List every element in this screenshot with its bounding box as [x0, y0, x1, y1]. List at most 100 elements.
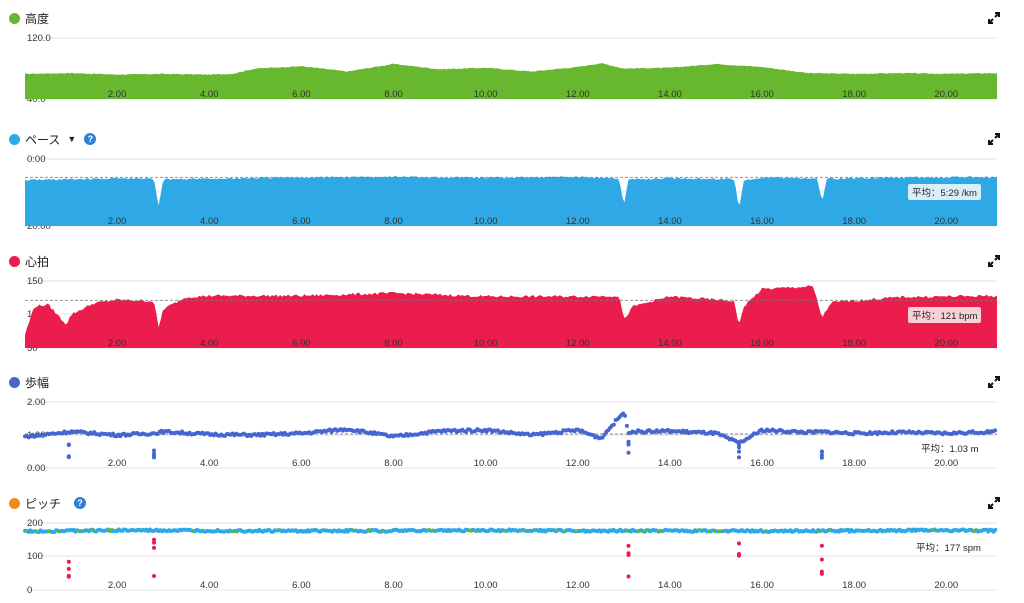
cadence-title: ピッチ — [25, 496, 62, 511]
x-tick-label: 8.00 — [384, 338, 403, 349]
y-tick-label: 0 — [27, 585, 32, 596]
stride-point — [819, 449, 824, 454]
stride-point — [66, 454, 71, 459]
cadence-point — [737, 541, 741, 546]
expand-icon[interactable] — [988, 12, 1000, 24]
x-tick-label: 4.00 — [200, 580, 219, 591]
x-tick-label: 4.00 — [200, 89, 219, 100]
x-tick-label: 20.00 — [934, 216, 958, 227]
x-tick-label: 4.00 — [200, 458, 219, 469]
x-tick-label: 2.00 — [108, 338, 127, 349]
x-tick-label: 10.00 — [474, 580, 498, 591]
x-tick-label: 6.00 — [292, 458, 311, 469]
x-tick-label: 14.00 — [658, 458, 682, 469]
y-tick-label: 100 — [27, 551, 43, 562]
x-tick-label: 2.00 — [108, 580, 127, 591]
x-tick-label: 16.00 — [750, 338, 774, 349]
expand-icon[interactable] — [988, 255, 1000, 267]
stride-panel: 歩幅 2.001.000.002.004.006.008.0010.0012.0… — [0, 373, 1024, 478]
x-tick-label: 8.00 — [384, 580, 403, 591]
y-tick-label: 0:00 — [27, 154, 46, 165]
stride-point — [993, 428, 998, 433]
elevation-legend-dot — [9, 12, 20, 24]
y-tick-label: 40.0 — [27, 94, 46, 105]
heart-rate-legend-dot — [9, 255, 20, 267]
stride-point — [623, 413, 627, 418]
stride-point — [819, 455, 824, 460]
stride-point — [152, 448, 156, 453]
y-tick-label: 20:00 — [27, 221, 51, 232]
stride-average-label: 平均：1.03 m — [921, 444, 979, 455]
help-icon[interactable]: ? — [74, 497, 87, 509]
stride-point — [737, 442, 741, 447]
x-tick-label: 8.00 — [384, 216, 403, 227]
x-tick-label: 12.00 — [566, 580, 590, 591]
x-tick-label: 14.00 — [658, 89, 682, 100]
help-icon[interactable]: ? — [84, 133, 97, 145]
y-tick-label: 0.00 — [27, 463, 46, 474]
pace-panel: ペース ▼ ? 0:0010:0020:002.004.006.008.0010… — [0, 130, 1024, 232]
stride-point — [737, 449, 741, 454]
cadence-point — [626, 543, 631, 548]
cadence-header: ピッチ ? — [9, 494, 87, 512]
stride-point — [624, 423, 629, 428]
pace-title: ペース — [25, 132, 61, 147]
expand-icon[interactable] — [988, 376, 1000, 388]
dropdown-caret-icon[interactable]: ▼ — [67, 134, 77, 144]
y-tick-label: 2.00 — [27, 397, 46, 408]
cadence-point — [152, 537, 156, 542]
x-tick-label: 10.00 — [474, 216, 498, 227]
heart-rate-chart: 150100502.004.006.008.0010.0012.0014.001… — [25, 276, 997, 354]
x-tick-label: 4.00 — [200, 216, 219, 227]
x-tick-label: 14.00 — [658, 580, 682, 591]
cadence-point — [66, 559, 71, 564]
elevation-panel: 高度 120.0 40.0 2.00 4.00 6.00 8.00 10.00 12.00 14… — [0, 9, 1024, 105]
elevation-title: 高度 — [25, 11, 50, 26]
x-tick-label: 20.00 — [934, 338, 958, 349]
heart-rate-title: 心拍 — [25, 254, 50, 269]
x-tick-label: 12.00 — [566, 338, 590, 349]
expand-icon[interactable] — [988, 133, 1000, 145]
x-tick-label: 20.00 — [934, 580, 958, 591]
x-tick-label: 6.00 — [292, 580, 311, 591]
x-tick-label: 18.00 — [842, 89, 866, 100]
x-tick-label: 6.00 — [292, 89, 311, 100]
cadence-point — [152, 540, 156, 545]
stride-point — [626, 450, 631, 455]
x-tick-label: 18.00 — [842, 580, 866, 591]
x-tick-label: 2.00 — [108, 216, 127, 227]
elevation-area — [25, 63, 997, 99]
stride-header: 歩幅 — [9, 373, 49, 391]
x-tick-label: 10.00 — [474, 338, 498, 349]
pace-header: ペース ▼ ? — [9, 130, 97, 148]
x-tick-label: 4.00 — [200, 338, 219, 349]
cadence-average-label: 平均：177 spm — [916, 543, 981, 554]
y-tick-label: 50 — [27, 343, 38, 354]
x-tick-label: 14.00 — [658, 216, 682, 227]
stride-point — [66, 442, 71, 447]
cadence-point — [819, 543, 824, 548]
expand-icon[interactable] — [988, 497, 1000, 509]
x-tick-label: 10.00 — [474, 89, 498, 100]
stride-chart: 2.001.000.002.004.006.008.0010.0012.0014… — [23, 397, 998, 474]
pace-chart: 0:0010:0020:002.004.006.008.0010.0012.00… — [25, 154, 997, 232]
cadence-point — [626, 551, 631, 556]
x-tick-label: 16.00 — [750, 580, 774, 591]
x-tick-label: 18.00 — [842, 216, 866, 227]
x-tick-label: 2.00 — [108, 458, 127, 469]
x-tick-label: 2.00 — [108, 89, 127, 100]
heart-rate-panel: 心拍 150100502.004.006.008.0010.0012.0014.… — [0, 252, 1024, 354]
stride-point — [602, 432, 607, 437]
x-tick-label: 20.00 — [934, 89, 958, 100]
x-tick-label: 12.00 — [566, 216, 590, 227]
cadence-point — [819, 557, 824, 562]
stride-point — [152, 455, 156, 460]
heart-rate-area — [25, 285, 997, 348]
x-tick-label: 6.00 — [292, 338, 311, 349]
cadence-point — [152, 545, 156, 550]
x-tick-label: 6.00 — [292, 216, 311, 227]
elevation-header: 高度 — [9, 9, 49, 27]
cadence-chart: 200 100 0 2.00 4.00 6.00 8.00 10.00 12.00 14.00 16… — [23, 518, 998, 596]
stride-legend-dot — [9, 376, 20, 388]
stride-point — [626, 442, 631, 447]
